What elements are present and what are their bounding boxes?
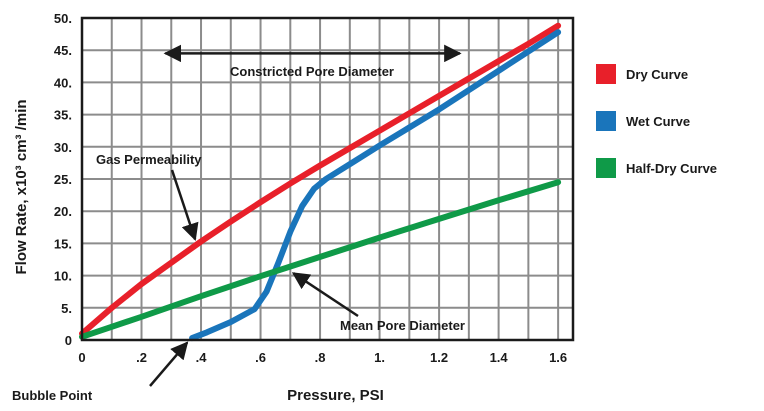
- legend-label-dry-curve: Dry Curve: [626, 67, 688, 82]
- y-axis-title: Flow Rate, x10³ cm³ /min: [13, 99, 30, 274]
- annotation-mean-pore-diameter: Mean Pore Diameter: [340, 318, 465, 333]
- y-tick-label: 35.: [54, 108, 72, 123]
- y-tick-label: 0: [65, 333, 72, 348]
- x-tick-label: 1.: [374, 350, 385, 365]
- y-tick-label: 5.: [61, 301, 72, 316]
- y-tick-label: 15.: [54, 236, 72, 251]
- x-tick-label: 1.4: [490, 350, 509, 365]
- y-tick-label: 30.: [54, 140, 72, 155]
- gas-permeability-arrow: [170, 169, 199, 242]
- x-tick-label: .2: [136, 350, 147, 365]
- legend-swatch-dry-curve: [596, 64, 616, 84]
- y-tick-label: 40.: [54, 75, 72, 90]
- series-line-wet-curve: [189, 29, 562, 342]
- x-tick-label: 1.2: [430, 350, 448, 365]
- annotation-constricted-pore-diameter: Constricted Pore Diameter: [230, 64, 394, 79]
- y-tick-label: 10.: [54, 269, 72, 284]
- ticks: 0 .2 .4 .6 .8 1. 1.2 1.4 1.6 0 5. 10. 15. 20. 25. 30. 35…: [54, 11, 567, 365]
- legend-label-half-dry-curve: Half-Dry Curve: [626, 161, 717, 176]
- series-line-dry-curve: [79, 22, 562, 337]
- x-tick-label: 0: [78, 350, 85, 365]
- x-axis-title: Pressure, PSI: [287, 387, 384, 404]
- annotation-gas-permeability: Gas Permeability: [96, 152, 202, 167]
- bubble-point-arrow: [149, 341, 189, 387]
- plot-border: [80, 16, 575, 342]
- series-layer: [79, 22, 562, 342]
- grid: [82, 18, 573, 340]
- x-tick-label: .4: [196, 350, 208, 365]
- y-tick-label: 50.: [54, 11, 72, 26]
- annotations: Constricted Pore Diameter Gas Permeabilit…: [12, 44, 465, 403]
- y-tick-label: 45.: [54, 43, 72, 58]
- plot-frame: [80, 16, 575, 342]
- y-tick-label: 25.: [54, 172, 72, 187]
- x-tick-label: .6: [255, 350, 266, 365]
- mean-pore-arrow: [291, 272, 359, 318]
- annotation-bubble-point: Bubble Point: [12, 388, 93, 403]
- series-line-half-dry-curve: [79, 179, 562, 340]
- x-tick-label: 1.6: [549, 350, 567, 365]
- x-tick-label: .8: [315, 350, 326, 365]
- y-tick-label: 20.: [54, 204, 72, 219]
- legend-label-wet-curve: Wet Curve: [626, 114, 690, 129]
- legend-swatch-wet-curve: [596, 111, 616, 131]
- legend-swatch-half-dry-curve: [596, 158, 616, 178]
- legend: Dry Curve Wet Curve Half-Dry Curve: [596, 64, 717, 178]
